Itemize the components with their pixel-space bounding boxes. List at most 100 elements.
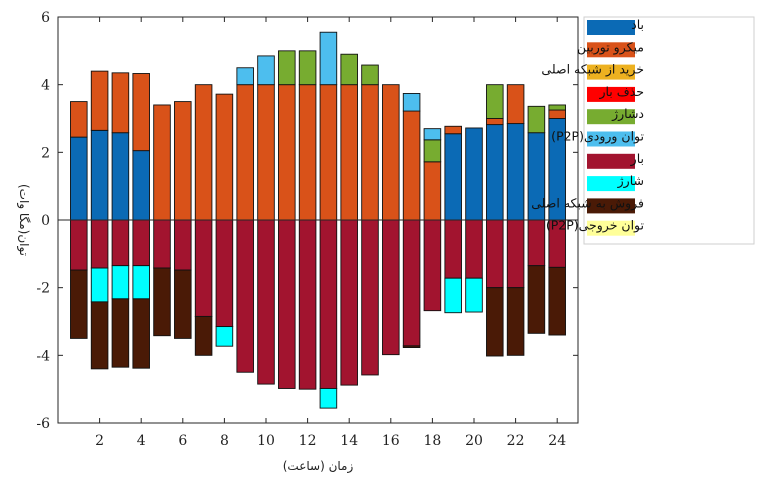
bar-segment [278, 50, 296, 86]
bar-segment [257, 55, 275, 86]
x-tick-label: 14 [340, 433, 358, 449]
bar-segment [132, 219, 150, 267]
legend-label: بار [630, 151, 644, 167]
bar-segment [402, 110, 421, 221]
bar-segment [423, 161, 442, 221]
bar-segment [382, 219, 400, 356]
bar-segment [527, 105, 546, 134]
bar-segment [132, 265, 150, 300]
bar-segment [298, 84, 317, 221]
y-tick-label: -6 [36, 416, 50, 432]
bar-segment [319, 388, 338, 409]
bar-segment [527, 219, 546, 267]
x-tick-label: 22 [507, 433, 525, 449]
bar-segment [132, 298, 150, 369]
bar-segment [70, 101, 88, 138]
bar-segment [340, 219, 358, 386]
bar-segment [153, 219, 171, 269]
bar-segment [486, 287, 504, 357]
bar-segment [444, 125, 462, 135]
legend-swatch [587, 176, 635, 192]
bar-segment [298, 219, 317, 390]
legend-label: توان خروجی(P2P) [546, 218, 645, 234]
bar-segment [132, 73, 150, 152]
x-tick-label: 10 [257, 433, 275, 449]
bar-segment [382, 84, 400, 221]
legend-label: فروش به شبکه اصلی [531, 195, 644, 211]
bar-segment [194, 315, 213, 356]
bar-segment [506, 287, 525, 356]
legend-label: شارژ [617, 173, 644, 189]
bar-segment [215, 219, 234, 328]
bar-segment [402, 219, 421, 347]
bar-segment [90, 267, 109, 303]
bar-segment [257, 84, 275, 221]
legend-swatch [587, 20, 635, 35]
bar-segment [319, 84, 338, 221]
x-tick-label: 2 [95, 433, 104, 449]
bar-segment [506, 84, 525, 125]
y-tick-label: 0 [41, 213, 50, 229]
bar-segment [486, 118, 504, 126]
bar-segment [194, 219, 213, 317]
legend: باد میکرو توربین خرید از شبکه اصلی حذف بار د… [531, 16, 755, 245]
x-tick-label: 20 [465, 433, 483, 449]
bar-segment [340, 84, 358, 221]
y-tick-label: -2 [36, 281, 50, 297]
x-tick-label: 8 [220, 433, 229, 449]
bar-segment [257, 219, 275, 385]
x-tick-label: 6 [178, 433, 187, 449]
bar-segment [194, 84, 213, 221]
x-tick-label: 4 [137, 433, 146, 449]
x-tick-label: 16 [382, 433, 400, 449]
bar-segment [486, 84, 504, 119]
bar-segment [278, 84, 296, 221]
bar-segment [319, 219, 338, 389]
bar-segment [70, 136, 88, 221]
y-tick-label: 2 [41, 145, 50, 161]
bar-segment [111, 72, 130, 134]
legend-swatch [587, 109, 635, 125]
bar-segment [444, 277, 462, 314]
bar-segment [111, 219, 130, 267]
bar-segment [402, 93, 421, 112]
bar-segment [423, 128, 442, 141]
bar-segment [319, 31, 338, 86]
legend-label: میکرو توربین [577, 39, 644, 55]
bar-segment [465, 219, 483, 279]
y-axis-label: توان(مگا وات) [16, 184, 31, 256]
bar-segment [465, 277, 483, 313]
x-tick-label: 24 [548, 433, 566, 449]
bar-segment [153, 267, 171, 337]
bar-segment [174, 219, 192, 271]
bar-segment [465, 127, 483, 221]
y-tick-label: 4 [41, 78, 50, 94]
bar-segment [340, 53, 358, 86]
legend-swatch [587, 42, 635, 58]
bar-segment [111, 298, 130, 368]
bar-segment [90, 70, 109, 131]
legend-label: باد [631, 17, 644, 32]
y-tick-label: -4 [36, 348, 50, 364]
bar-segment [548, 109, 566, 119]
bar-segment [444, 219, 462, 279]
bar-segment [486, 219, 504, 289]
legend-label: توان ورودی(P2P) [551, 129, 644, 145]
bar-segment [153, 104, 171, 221]
legend-label: حذف بار [598, 84, 644, 100]
bars-layer [70, 31, 566, 409]
legend-swatch [587, 86, 635, 102]
legend-swatch [587, 198, 635, 214]
legend-swatch [587, 131, 635, 147]
legend-swatch [587, 153, 635, 169]
bar-segment [444, 133, 462, 221]
bar-segment [298, 50, 317, 86]
bar-segment [174, 269, 192, 339]
bar-segment [236, 67, 254, 86]
legend-label: خرید از شبکه اصلی [541, 62, 644, 78]
bar-segment [215, 326, 234, 347]
bar-segment [423, 139, 442, 163]
x-tick-label: 12 [299, 433, 317, 449]
